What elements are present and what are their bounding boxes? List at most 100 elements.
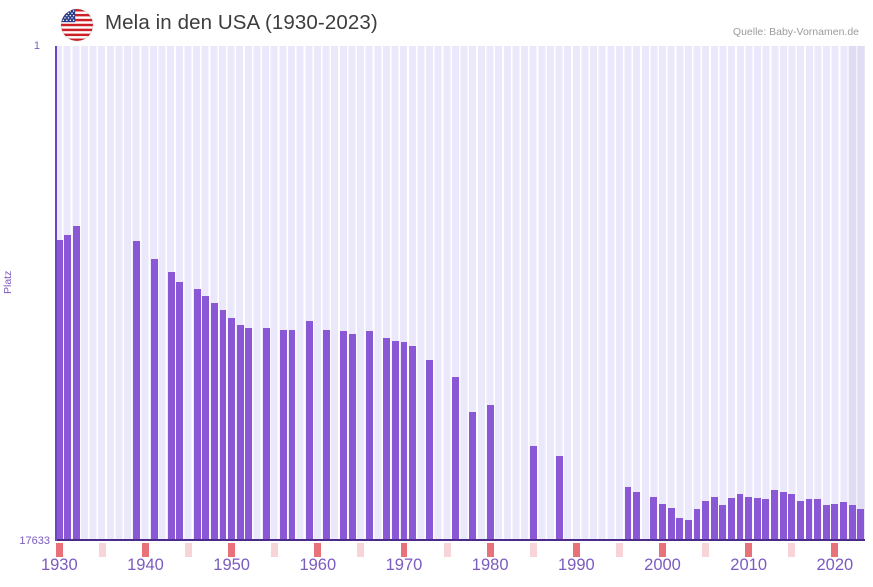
bar: [340, 330, 348, 541]
bar: [710, 496, 718, 541]
bar: [745, 496, 753, 541]
x-marker-major: [142, 543, 149, 557]
bar: [452, 377, 460, 541]
bar: [702, 500, 710, 541]
bar: [805, 499, 813, 541]
x-marker-major: [486, 543, 494, 557]
bar: [469, 412, 477, 541]
bar: [348, 333, 356, 541]
bar: [762, 499, 770, 541]
bar: [202, 295, 210, 541]
x-tick-1980: 1980: [471, 556, 509, 574]
bar: [305, 321, 313, 541]
y-axis-top-label: 1: [33, 40, 40, 52]
bar: [409, 346, 417, 541]
bar: [73, 225, 80, 541]
bar: [624, 486, 632, 541]
bar: [322, 329, 330, 541]
x-marker-minor: [702, 543, 710, 557]
bar: [633, 492, 641, 541]
bar: [848, 504, 856, 541]
bar: [779, 492, 787, 541]
chart-header: Mela in den USA (1930-2023) Quelle: Baby…: [0, 0, 873, 46]
x-marker-minor: [788, 543, 796, 557]
bar: [150, 259, 158, 541]
x-marker-major: [831, 543, 839, 557]
x-axis-baseline: [55, 539, 865, 541]
shaded-region: [847, 46, 865, 541]
bar: [245, 328, 253, 541]
bar: [693, 509, 701, 541]
x-marker-major: [745, 543, 753, 557]
bar: [64, 235, 72, 541]
bar: [193, 288, 201, 541]
x-marker-minor: [443, 543, 451, 557]
bar: [133, 241, 141, 541]
x-marker-minor: [271, 543, 279, 557]
bar: [857, 509, 865, 541]
y-axis-spine: [55, 46, 57, 541]
bar: [814, 499, 822, 541]
bar: [719, 504, 727, 541]
y-axis-title: Platz: [2, 270, 14, 294]
x-tick-2010: 2010: [730, 556, 768, 574]
x-tick-1950: 1950: [213, 556, 250, 574]
x-marker-major: [228, 543, 236, 557]
x-marker-minor: [529, 543, 537, 557]
x-marker-major: [55, 543, 63, 557]
x-tick-2000: 2000: [644, 556, 681, 574]
bar: [555, 455, 563, 541]
x-tick-1970: 1970: [385, 556, 423, 574]
x-axis-marker-strip: [55, 543, 865, 557]
bar: [659, 503, 666, 541]
bar: [486, 405, 494, 541]
bar: [667, 507, 675, 541]
x-marker-major: [314, 543, 322, 557]
bar: [391, 340, 399, 541]
bar: [426, 360, 434, 541]
bar: [279, 329, 287, 541]
bar: [676, 517, 684, 541]
bar: [796, 500, 804, 541]
source-attribution: Quelle: Baby-Vornamen.de: [732, 26, 859, 38]
x-marker-major: [572, 543, 580, 557]
us-flag-icon: [61, 9, 93, 41]
x-tick-1930: 1930: [40, 556, 78, 574]
bar: [788, 493, 796, 541]
x-marker-minor: [615, 543, 623, 557]
x-tick-1940: 1940: [127, 556, 164, 574]
bar: [288, 329, 296, 541]
plot-area: [55, 46, 865, 541]
bar: [736, 493, 744, 541]
x-tick-2020: 2020: [816, 556, 854, 574]
x-marker-minor: [357, 543, 365, 557]
y-axis-bottom-label: 17633: [19, 535, 50, 547]
bar: [262, 328, 270, 541]
bar: [650, 496, 658, 541]
bar: [727, 497, 735, 541]
bar: [366, 330, 373, 541]
bar: [831, 503, 839, 541]
x-marker-minor: [98, 543, 106, 557]
bar: [822, 504, 830, 541]
bar: [167, 271, 175, 541]
bar: [55, 239, 63, 541]
bar: [228, 318, 236, 541]
bar: [771, 489, 778, 541]
x-marker-major: [659, 543, 666, 557]
bar: [529, 446, 537, 541]
grid-pattern: [55, 46, 865, 541]
bar: [219, 309, 227, 541]
bar: [684, 520, 692, 541]
bar: [383, 337, 391, 541]
x-tick-1960: 1960: [299, 556, 337, 574]
bar: [236, 325, 244, 541]
bar: [176, 281, 184, 541]
bar: [753, 497, 761, 541]
page-title: Mela in den USA (1930-2023): [105, 11, 378, 34]
bar: [400, 342, 408, 541]
bar: [840, 502, 847, 541]
x-marker-minor: [185, 543, 192, 557]
bar: [210, 302, 218, 541]
